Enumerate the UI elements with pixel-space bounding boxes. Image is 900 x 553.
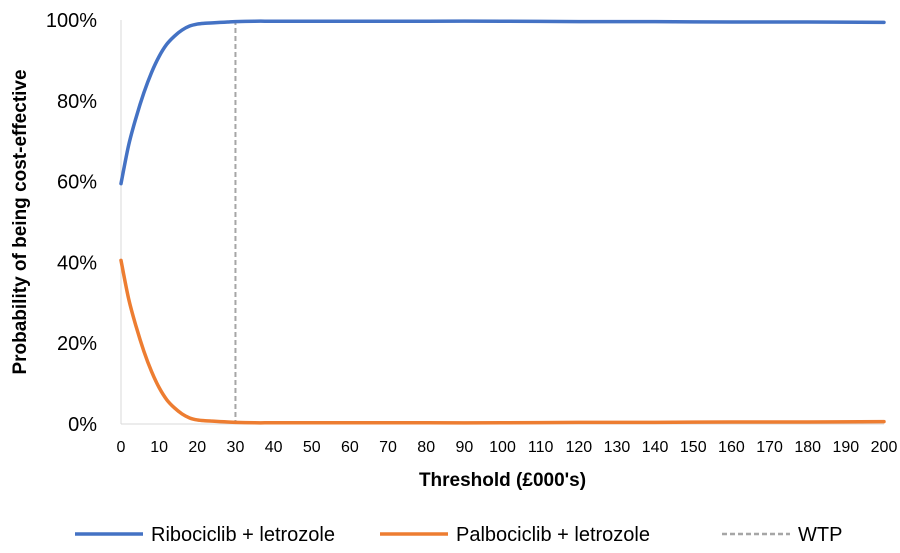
y-tick-label: 60% [57,172,97,194]
x-tick-label: 170 [756,439,783,456]
legend-label-1: Ribociclib + letrozole [151,524,335,546]
y-tick-label: 0% [68,414,97,436]
x-tick-label: 10 [150,439,168,456]
x-tick-label: 200 [871,439,898,456]
x-tick-label: 130 [604,439,631,456]
y-tick-label: 40% [57,252,97,274]
x-tick-label: 80 [417,439,435,456]
series-line-1 [119,19,886,186]
x-tick-label: 180 [794,439,821,456]
legend-label-3: WTP [798,524,842,546]
x-tick-label: 160 [718,439,745,456]
x-tick-label: 140 [642,439,669,456]
x-tick-label: 20 [188,439,206,456]
x-tick-label: 150 [680,439,707,456]
x-axis-title: Threshold (£000's) [419,470,586,491]
x-tick-label: 90 [455,439,473,456]
x-tick-label: 100 [489,439,516,456]
y-tick-label: 20% [57,333,97,355]
plot-area [119,19,886,425]
y-tick-label: 100% [46,10,97,32]
x-tick-label: 60 [341,439,359,456]
y-tick-label: 80% [57,91,97,113]
legend: Ribociclib + letrozole Palbociclib + letr… [75,524,842,546]
x-tick-label: 30 [227,439,245,456]
legend-label-2: Palbociclib + letrozole [456,524,650,546]
x-tick-label: 190 [832,439,859,456]
y-axis-title: Probability of being cost-effective [10,69,31,374]
x-tick-label: 0 [117,439,126,456]
x-tick-label: 70 [379,439,397,456]
x-tick-label: 110 [528,439,554,456]
x-tick-label: 40 [265,439,283,456]
x-tick-label: 120 [565,439,592,456]
axes: 0% 20% 40% 60% 80% 100% 0 10 20 30 40 50 60 70 80 90 100… [46,10,898,456]
series-line-2 [119,258,886,425]
x-tick-label: 50 [303,439,321,456]
